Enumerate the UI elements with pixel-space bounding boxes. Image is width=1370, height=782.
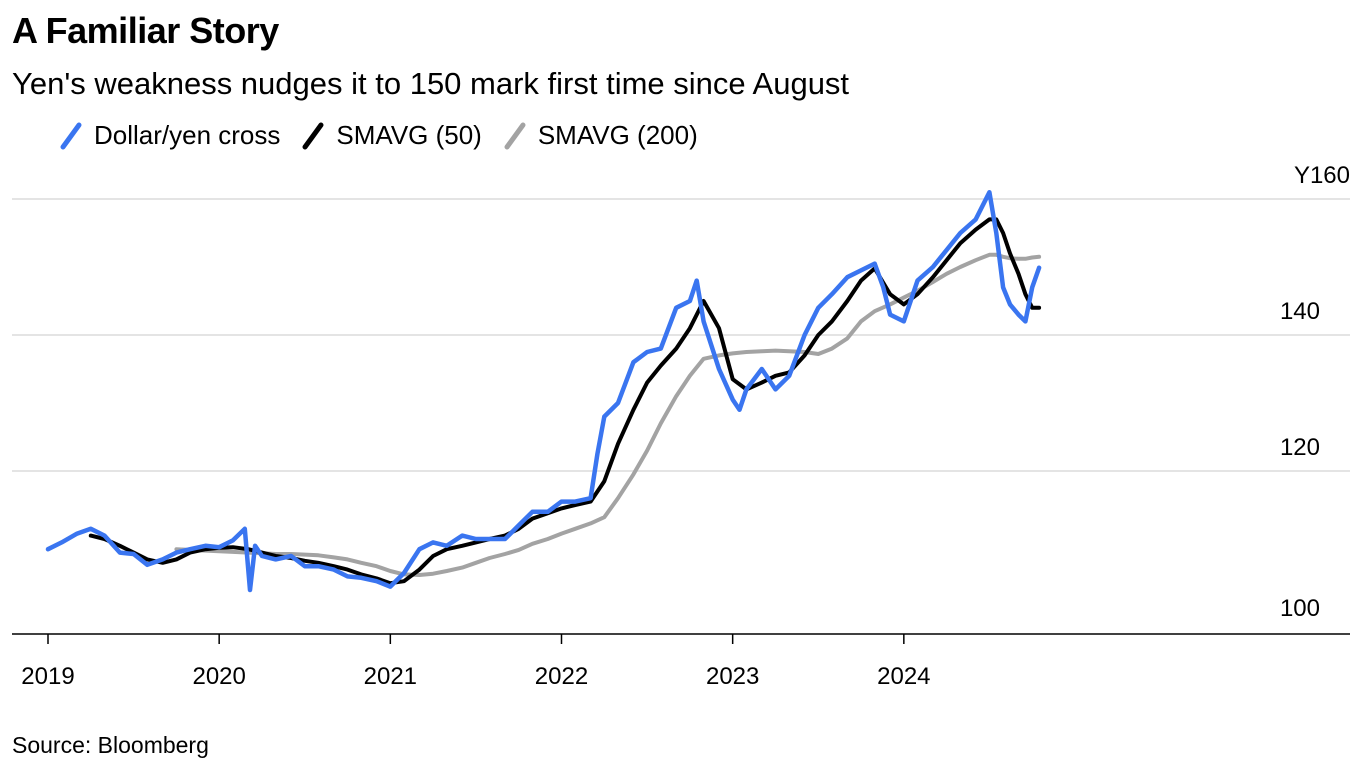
chart-title: A Familiar Story bbox=[12, 10, 279, 51]
y-tick-label: 100 bbox=[1280, 595, 1320, 622]
x-tick-label: 2020 bbox=[192, 663, 245, 690]
y-tick-label: 120 bbox=[1280, 434, 1320, 461]
x-tick-label: 2019 bbox=[21, 663, 74, 690]
series-line-dollar-yen bbox=[45, 189, 1042, 593]
x-tick-label: 2022 bbox=[535, 663, 588, 690]
x-tick-label: 2023 bbox=[706, 663, 759, 690]
source-note: Source: Bloomberg bbox=[12, 732, 209, 758]
series-line-smavg-200 bbox=[174, 252, 1042, 577]
y-tick-label: 140 bbox=[1280, 298, 1320, 325]
series-line-smavg-50 bbox=[88, 217, 1042, 586]
x-tick-label: 2024 bbox=[877, 663, 930, 690]
y-tick-label: Y160 bbox=[1294, 162, 1350, 189]
chart-legend: Dollar/yen cross SMAVG (50) SMAVG (200) bbox=[60, 120, 720, 151]
legend-swatch-smavg-200 bbox=[504, 122, 526, 149]
legend-label-smavg-50: SMAVG (50) bbox=[336, 120, 482, 150]
legend-item-dollar-yen: Dollar/yen cross bbox=[60, 120, 280, 151]
legend-item-smavg-50: SMAVG (50) bbox=[302, 120, 482, 151]
chart-subtitle: Yen's weakness nudges it to 150 mark fir… bbox=[12, 66, 850, 101]
legend-label-dollar-yen: Dollar/yen cross bbox=[94, 120, 281, 150]
legend-swatch-dollar-yen bbox=[60, 122, 82, 149]
legend-swatch-smavg-50 bbox=[302, 122, 324, 149]
legend-item-smavg-200: SMAVG (200) bbox=[504, 120, 698, 151]
x-tick-label: 2021 bbox=[364, 663, 417, 690]
legend-label-smavg-200: SMAVG (200) bbox=[537, 120, 698, 150]
